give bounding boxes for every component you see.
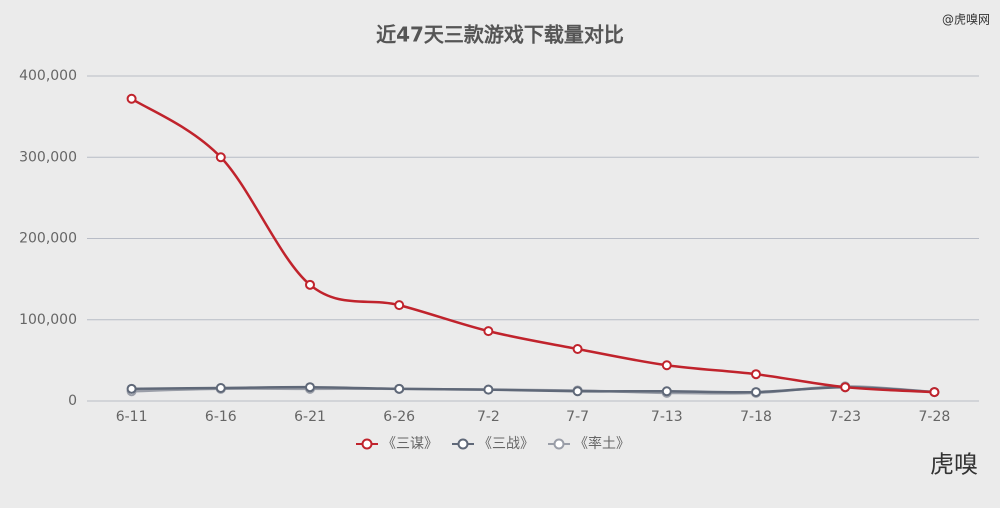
data-point bbox=[483, 384, 494, 395]
data-point bbox=[572, 386, 583, 397]
y-tick-label: 400,000 bbox=[19, 68, 77, 84]
x-tick-label: 6-21 bbox=[294, 409, 326, 425]
y-tick-label: 200,000 bbox=[19, 231, 77, 247]
data-point bbox=[929, 387, 940, 398]
x-tick-label: 7-23 bbox=[829, 409, 861, 425]
legend-swatch bbox=[553, 438, 565, 450]
legend-label: 《率土》 bbox=[574, 435, 630, 452]
x-tick-label: 7-13 bbox=[651, 409, 683, 425]
data-point bbox=[840, 382, 851, 393]
data-point bbox=[661, 360, 672, 371]
legend-label: 《三谋》 bbox=[382, 436, 438, 452]
x-tick-label: 7-2 bbox=[477, 409, 500, 425]
series-line bbox=[130, 97, 935, 394]
data-point bbox=[751, 387, 761, 398]
series-line bbox=[131, 385, 935, 394]
x-tick-label: 6-26 bbox=[383, 409, 415, 425]
y-tick-label: 0 bbox=[68, 393, 77, 409]
data-point bbox=[215, 152, 226, 163]
x-tick-label: 7-18 bbox=[740, 409, 772, 425]
x-tick-label: 6-16 bbox=[205, 409, 237, 425]
legend-swatch bbox=[457, 438, 469, 450]
data-point bbox=[572, 344, 583, 354]
data-point bbox=[394, 300, 405, 311]
y-tick-label: 300,000 bbox=[19, 149, 77, 165]
data-point bbox=[215, 383, 226, 393]
x-tick-label: 7-28 bbox=[919, 409, 951, 425]
legend-label: 《三战》 bbox=[478, 436, 534, 452]
data-point bbox=[483, 326, 494, 337]
data-point bbox=[126, 383, 137, 394]
data-point bbox=[394, 383, 405, 394]
data-point bbox=[751, 369, 761, 380]
source-note: @虎嗅网 bbox=[942, 13, 990, 27]
data-point bbox=[305, 382, 315, 393]
data-point bbox=[661, 386, 672, 397]
x-tick-label: 6-11 bbox=[116, 409, 148, 425]
chart-title: 近47天三款游戏下载量对比 bbox=[376, 23, 624, 47]
logo: 虎嗅 bbox=[930, 451, 978, 479]
data-point bbox=[305, 279, 315, 290]
legend-swatch bbox=[361, 438, 373, 450]
x-tick-label: 7-7 bbox=[566, 409, 589, 425]
y-tick-label: 100,000 bbox=[19, 312, 77, 328]
data-point bbox=[126, 93, 137, 104]
